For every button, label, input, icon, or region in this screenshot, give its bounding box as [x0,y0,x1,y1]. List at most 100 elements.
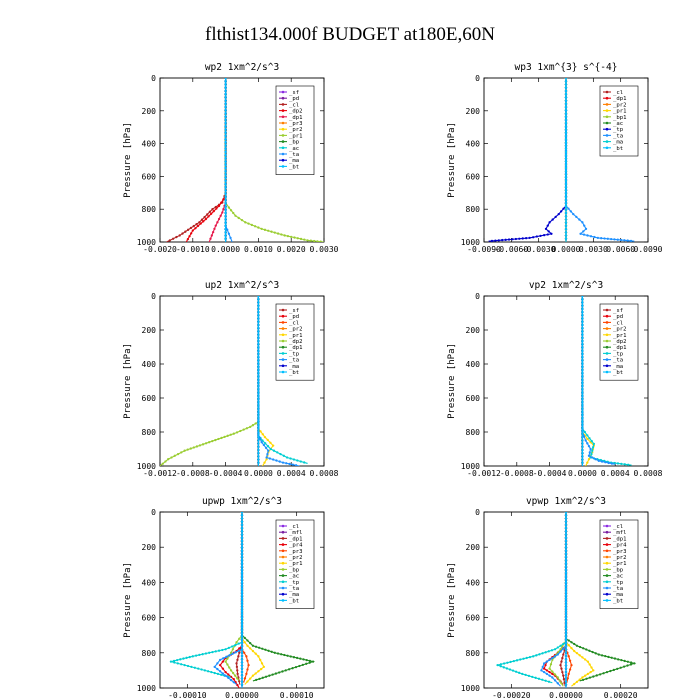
series-marker_ta [540,669,543,672]
series-marker_ta [591,456,594,459]
series-marker_dp2 [198,444,202,447]
series-marker_dp1 [236,658,239,661]
series-marker_ac [581,678,585,682]
series-marker_bt [581,317,584,320]
series-marker_ta [586,234,589,237]
series-marker_bt [564,199,568,202]
series-marker_dp2 [204,442,208,445]
series-marker_tp [583,430,587,434]
legend-marker [281,339,285,343]
series-marker_bt [564,121,568,125]
series-marker_pr1 [251,674,255,677]
plot-frame [159,77,325,243]
panel-6: vpwp 1xm^2/s^3 Pressure [hPa] 0 200 400 600 80… [447,496,649,700]
legend-label: _pr1 [289,333,302,339]
series-marker_bt [564,658,568,661]
series-marker_bt [564,667,568,670]
legend-marker [281,364,285,368]
legend-marker [605,352,609,355]
series-marker_bt [564,613,568,616]
series-marker_bt [581,355,584,359]
series-marker_bt [224,170,227,173]
legend-label: _dp2 [289,109,302,115]
series-marker_bt [240,533,244,536]
series-marker_ac [573,642,576,646]
series-marker_bt [224,86,227,89]
series-marker_ac [305,658,308,662]
y-tick-label: 1000 [137,238,156,247]
series-marker_ta [578,218,581,221]
y-tick-label: 200 [466,107,481,116]
series-marker_ta [542,662,546,665]
legend-marker [605,109,609,112]
series-marker_bp [553,673,557,676]
series-marker_bt [581,320,584,323]
series-marker_bt [224,192,227,195]
x-tick-label: 0.0000 [568,469,597,478]
legend-marker [281,549,285,553]
series-marker_pr3 [243,651,246,654]
series-marker_bt [581,458,584,461]
legend-marker [605,103,609,106]
series-marker_bt [257,384,260,387]
series-marker_ac [604,655,607,658]
series-marker_pr3 [246,668,249,671]
series-marker_bp [558,679,561,682]
series-marker_cl [195,223,198,226]
series-marker_bt [257,307,260,310]
series-marker_ac [585,648,588,651]
series-marker_tp [276,451,279,454]
series-marker_bt [564,562,568,565]
series-marker_tp [528,655,532,659]
series-marker_tp [180,663,183,666]
series-marker_bt [257,365,260,368]
series-marker_bt [224,115,227,118]
series-marker_pr3 [570,663,573,667]
panel-title: upwp 1xm^2/s^3 [202,496,282,507]
series-marker_ta [556,653,559,656]
series-marker_bt [564,86,568,89]
series-marker_bt [564,224,568,228]
series-marker_pr1 [283,234,286,237]
legend-label: _pr4 [613,543,627,549]
series-marker_pr1 [246,644,249,647]
y-tick-label: 800 [466,649,481,658]
series-marker_pr1 [254,652,257,655]
series-marker_pr4 [224,671,227,674]
series-marker_tp [547,650,550,653]
series-marker_ta [589,447,592,451]
series-marker_tp [289,457,292,460]
series-marker_bt [257,397,260,400]
series-marker_bt [224,150,227,154]
series-marker_bt [257,310,260,314]
series-marker_bt [257,416,260,420]
series-marker_ta [559,650,562,653]
series-marker_pr1 [260,227,263,231]
legend-label: _bt [289,164,299,170]
legend-marker [605,530,609,534]
series-marker_bt [240,683,244,686]
legend-marker [281,555,285,559]
series-marker_bt [257,403,260,407]
series-marker_ac [623,659,626,663]
series-marker_ac [585,677,588,680]
series-marker_bt [240,626,244,629]
series-marker_tp [282,454,285,457]
series-marker_bp [560,682,563,685]
series-marker_dp2 [211,439,214,443]
series-marker_bt [581,375,584,378]
legend-marker [605,524,609,528]
panel-title: up2 1xm^2/s^3 [205,280,279,291]
series-marker_bt [581,330,584,333]
series-marker_dp2 [212,210,215,213]
series-marker_bt [564,234,568,237]
series-marker_tp [592,442,596,446]
series-marker_tp [507,238,511,241]
series-marker_tp [191,655,194,658]
series-marker_pr1 [265,458,268,461]
series-marker_bt [581,339,584,343]
series-marker_bt [564,96,568,99]
x-tick-label: 0.0030 [310,245,339,254]
legend-marker [281,134,285,137]
series-marker_bt [564,648,568,651]
